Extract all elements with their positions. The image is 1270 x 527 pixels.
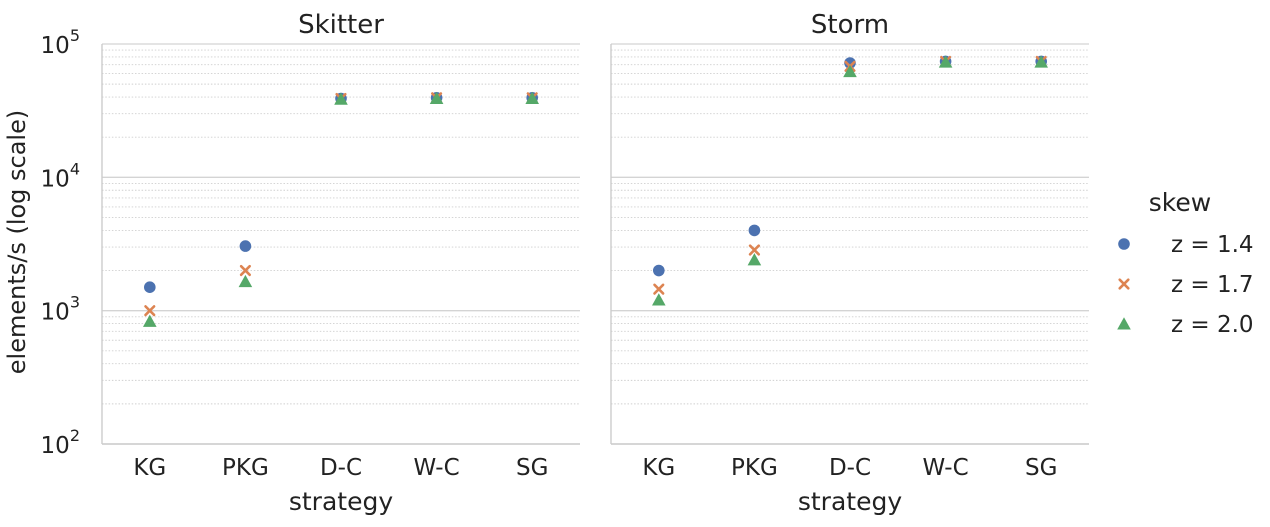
x-tick-label: KG [133,455,166,481]
x-tick-label: SG [1025,455,1057,481]
data-point [144,281,156,293]
x-tick-label: KG [642,455,675,481]
data-point [938,55,953,68]
x-tick-label: W-C [414,455,460,481]
panels-layer: Skitter KG PKG D-C W-C SG strategy 102 103 104 105… [41,10,1089,516]
data-point [239,240,252,252]
series-x [144,92,538,317]
legend-marker [1117,317,1131,330]
y-tick-label: 103 [41,293,80,326]
y-tick-label: 104 [41,159,80,192]
x-axis-label: strategy [289,487,393,516]
data-point [429,91,444,104]
panel-title: Storm [811,10,889,40]
y-tick-label: 102 [41,426,80,459]
x-tick-label: D-C [829,455,871,481]
data-point [143,314,157,327]
data-point [652,293,666,306]
data-point [653,283,665,295]
data-point [525,91,539,104]
legend-label: z = 2.0 [1171,312,1254,338]
x-tick-label: PKG [731,455,778,481]
series-circle [144,91,538,293]
data-point [748,244,760,256]
legend-label: z = 1.4 [1171,232,1254,258]
data-point [144,305,156,317]
legend: skew z = 1.4 z = 1.7 z = 2.0 [1117,188,1254,338]
series-triangle [143,91,539,327]
legend-marker [1118,278,1130,290]
panel-skitter: Skitter KG PKG D-C W-C SG strategy 102 103 104 105 [41,10,580,516]
data-point [239,264,251,277]
data-point [748,224,761,237]
y-tick-label: 105 [41,26,80,59]
panel-title: Skitter [298,10,384,40]
legend-item: z = 2.0 [1117,312,1254,338]
series-triangle [652,55,1048,306]
legend-label: z = 1.7 [1171,272,1254,298]
data-point [334,92,348,105]
x-tick-label: D-C [320,455,362,481]
legend-item: z = 1.4 [1118,232,1254,258]
x-tick-label: SG [516,455,548,481]
legend-title: skew [1149,188,1211,217]
y-axis-label: elements/s (log scale) [3,110,31,374]
x-tick-label: PKG [222,455,269,481]
data-point [844,57,856,69]
data-point [1034,55,1048,68]
data-point [843,64,857,78]
panel-storm: Storm KG PKG D-C W-C SG strategy [610,10,1089,516]
series-circle [653,55,1047,277]
series-x [653,55,1047,295]
x-tick-label: W-C [923,455,969,481]
data-point [653,264,665,277]
data-point [747,253,762,266]
legend-marker [1118,238,1130,250]
x-axis-label: strategy [798,487,902,516]
data-point [238,274,253,288]
legend-item: z = 1.7 [1118,272,1254,298]
